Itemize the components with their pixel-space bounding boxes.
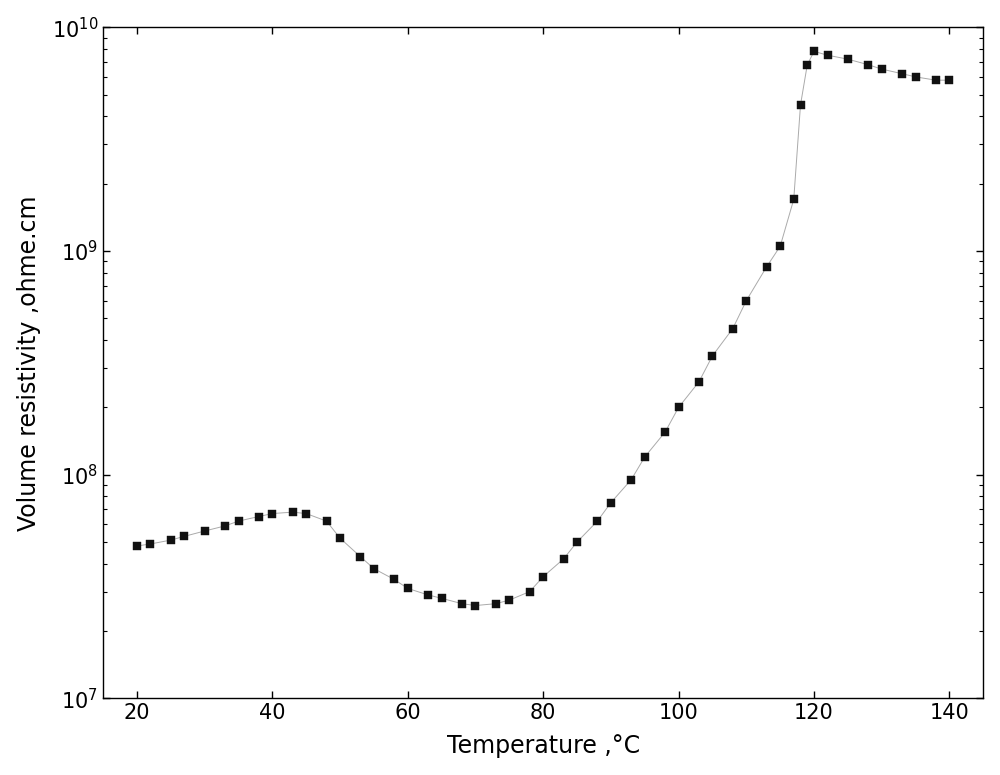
Y-axis label: Volume resistivity ,ohme.cm: Volume resistivity ,ohme.cm (17, 195, 41, 531)
X-axis label: Temperature ,°C: Temperature ,°C (447, 735, 640, 758)
